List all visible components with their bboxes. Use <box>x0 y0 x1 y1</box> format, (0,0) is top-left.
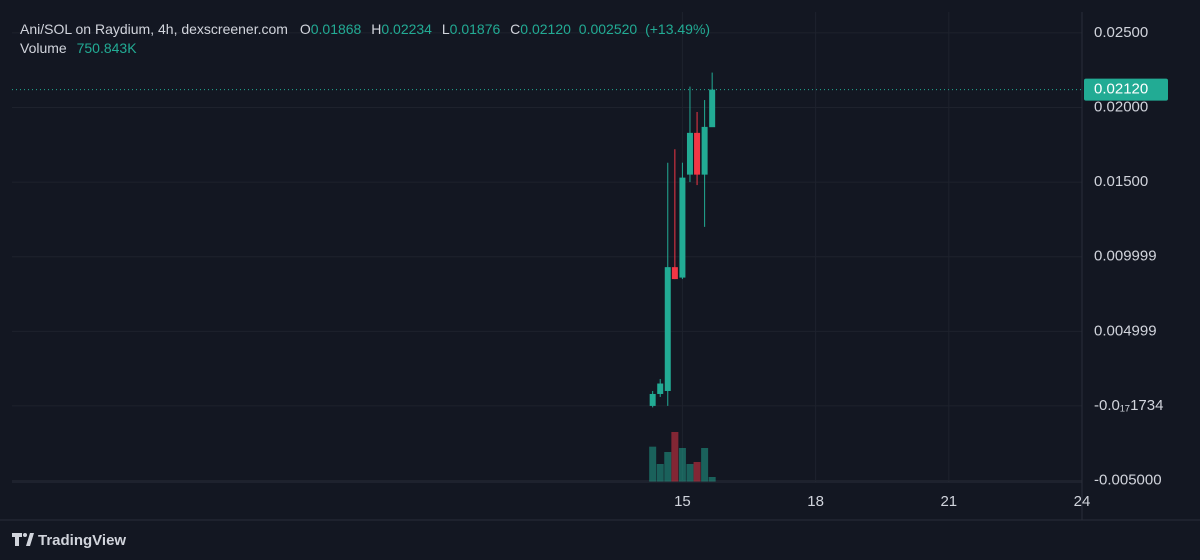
legend: Ani/SOL on Raydium, 4h, dexscreener.com … <box>20 21 710 37</box>
candle-body <box>694 132 701 175</box>
chart-title: Ani/SOL on Raydium, 4h, dexscreener.com <box>20 21 288 37</box>
footer-brand: TradingView <box>38 532 126 549</box>
volume-bar <box>656 464 664 482</box>
x-tick-label: 24 <box>1074 493 1091 510</box>
last-price-label: 0.02120 <box>1094 81 1148 98</box>
volume-bar <box>671 432 679 482</box>
y-tick-label: 0.009999 <box>1094 248 1157 265</box>
volume-bar <box>678 448 686 482</box>
legend-key: O <box>300 21 311 37</box>
volume-bar <box>701 448 709 482</box>
legend-key: H <box>371 21 381 37</box>
legend-value: 0.02120 <box>520 21 571 37</box>
legend-value: 0.02234 <box>381 21 432 37</box>
volume-bar <box>708 476 716 482</box>
volume-bar <box>693 462 701 482</box>
candle-body <box>701 126 708 175</box>
candle-body <box>686 132 693 175</box>
legend-value: 0.01868 <box>311 21 362 37</box>
volume-bar <box>686 464 694 482</box>
x-tick-label: 15 <box>674 493 691 510</box>
logo-dot <box>23 533 27 537</box>
y-tick-label: 0.004999 <box>1094 322 1157 339</box>
y-tick-label: 0.01500 <box>1094 173 1148 190</box>
change: 0.002520 <box>579 21 638 37</box>
candle-body <box>709 89 716 128</box>
candle-body <box>657 383 664 394</box>
legend-key: L <box>442 21 450 37</box>
candle-body <box>679 177 686 278</box>
candle-body <box>649 393 656 406</box>
candle-body <box>664 267 671 391</box>
candle-body <box>671 267 678 280</box>
y-tick-label: 0.02000 <box>1094 98 1148 115</box>
logo: TradingView <box>12 532 126 549</box>
x-tick-label: 21 <box>940 493 957 510</box>
volume-bar <box>649 446 657 482</box>
legend-value: 0.01876 <box>450 21 501 37</box>
legend-key: C <box>510 21 520 37</box>
y-tick-label: -0.0₁₇1734 <box>1094 397 1163 414</box>
volume-legend: Volume 750.843K <box>20 40 137 56</box>
y-tick-label: -0.005000 <box>1094 471 1162 488</box>
change-pct: (+13.49%) <box>645 21 710 37</box>
volume-bar <box>664 452 672 482</box>
y-tick-label: 0.02500 <box>1094 24 1148 41</box>
last-price-box <box>1084 78 1168 101</box>
marks <box>12 72 1082 482</box>
volume-value: 750.843K <box>77 40 138 56</box>
logo-icon <box>12 533 34 546</box>
x-tick-label: 18 <box>807 493 824 510</box>
volume-title: Volume <box>20 40 67 56</box>
